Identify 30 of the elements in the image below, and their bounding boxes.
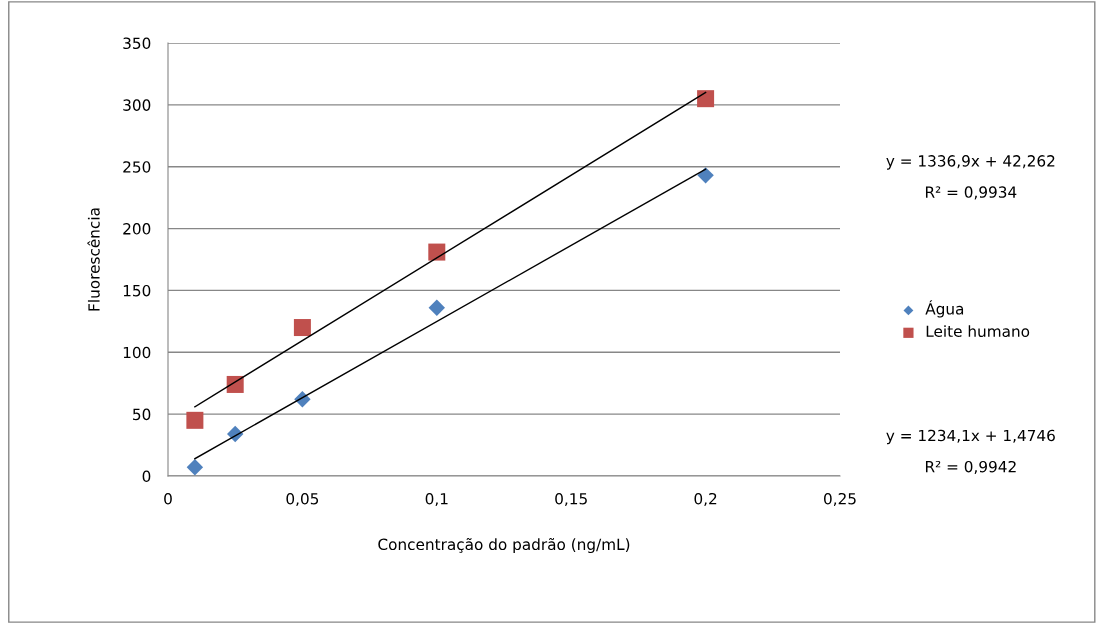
text: y = 1234,1x + 1,4746 [886,429,1055,445]
text: R² = 0,9934 [925,186,1017,200]
x-tick-label: 0,25 [824,492,856,507]
x-tick-label: 0,2 [694,492,717,507]
y-tick-label: 150 [123,284,151,297]
y-tick-label: 100 [123,346,151,359]
x-tick-label: 0,05 [286,492,319,507]
point [186,459,204,476]
y-tick-label: 200 [123,223,151,235]
x-tick-label: 0,15 [555,492,587,507]
x-tick-label: 0,1 [425,492,448,507]
y-tick-label: 300 [123,99,151,111]
y-axis-title: Fluorescência [87,208,100,311]
y-tick-label: 350 [123,37,151,50]
legend-label: Água [925,300,964,318]
y-tick-label: 50 [133,408,151,421]
point [293,319,311,337]
point [428,299,446,316]
y-tick-label: 250 [123,161,151,173]
text: y = 1336,9x + 42,262 [886,155,1055,170]
legend-label: Leite humano [926,325,1030,338]
text: R² = 0,9942 [925,460,1016,474]
point [226,375,244,393]
y-tick-label: 0 [142,470,151,483]
point [428,243,446,261]
point [186,411,204,429]
point [697,167,714,184]
x-tick-label: 0 [164,492,172,505]
point [697,90,715,108]
x-axis-title: Concentração do padrão (ng/mL) [378,538,630,554]
